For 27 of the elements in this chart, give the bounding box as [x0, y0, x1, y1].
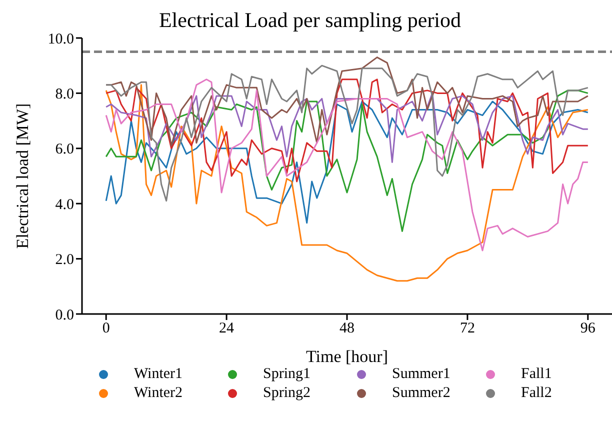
- x-tick-label: 96: [580, 320, 596, 337]
- x-tick-label: 48: [340, 320, 354, 337]
- legend-label: Summer2: [392, 385, 450, 402]
- x-tick-label: 24: [219, 320, 235, 337]
- line-series: [105, 78, 589, 252]
- y-tick-label: 6.0: [55, 142, 74, 158]
- chart-title: Electrical Load per sampling period: [158, 8, 462, 32]
- legend-label: Spring1: [263, 366, 311, 383]
- y-tick-label: 0.0: [55, 307, 74, 324]
- x-axis-title: Time [hour]: [306, 347, 388, 366]
- y-tick-label: 8.0: [55, 86, 74, 103]
- x-tick-label: 72: [460, 320, 475, 337]
- y-axis-title: Electrical load [MW]: [13, 103, 32, 249]
- line-series: [105, 92, 589, 163]
- y-tick-label: 2.0: [55, 252, 74, 268]
- legend-label: Winter2: [134, 385, 183, 402]
- legend-label: Summer1: [392, 366, 450, 383]
- line-series: [105, 78, 589, 182]
- y-tick-label: 10.0: [48, 31, 74, 48]
- y-tick-label: 4.0: [55, 196, 74, 213]
- line-series: [105, 64, 589, 202]
- legend-label: Fall2: [521, 385, 552, 402]
- x-tick-label: 0: [102, 320, 110, 337]
- line-series: [105, 84, 589, 282]
- legend-label: Spring2: [263, 385, 311, 402]
- legend-label: Fall1: [521, 366, 552, 383]
- legend-label: Winter1: [134, 366, 183, 383]
